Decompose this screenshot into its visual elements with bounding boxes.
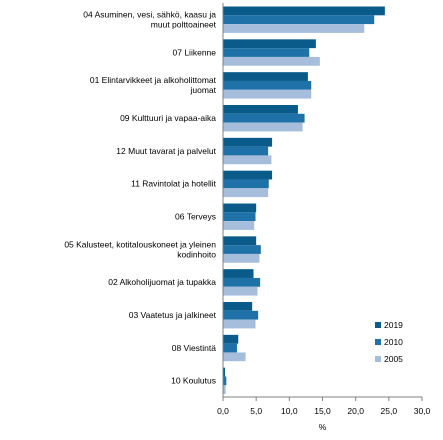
- bar-2019-12: [223, 367, 225, 377]
- bar-2010-9: [223, 277, 261, 287]
- bar-2019-7: [223, 203, 257, 213]
- bar-2019-3: [223, 72, 308, 81]
- bar-2019-10: [223, 302, 253, 311]
- bar-2010-10: [223, 310, 259, 320]
- bar-2005-12: [223, 385, 226, 395]
- legend-label-2019: 2019: [384, 320, 403, 330]
- bar-2010-3: [223, 80, 312, 90]
- bar-2005-4: [223, 122, 303, 132]
- category-label: 09 Kulttuuri ja vapaa-aika: [120, 113, 216, 123]
- bar-2019-6: [223, 170, 273, 180]
- bar-2005-6: [223, 188, 269, 198]
- category-label: 04 Asuminen, vesi, sähkö, kaasu ja muut p…: [83, 9, 216, 29]
- category-label: 07 Liikenne: [173, 47, 217, 57]
- category-label: 01 Elintarvikkeet ja alkoholittomat juoma…: [90, 75, 217, 95]
- category-label: 06 Terveys: [175, 211, 216, 221]
- bar-2005-11: [223, 352, 246, 362]
- category-label: 12 Muut tavarat ja palvelut: [116, 146, 216, 156]
- legend-label-2005: 2005: [384, 354, 403, 364]
- bar-2005-8: [223, 253, 260, 263]
- x-tick-label: 5,0: [250, 406, 262, 416]
- legend-label-2010: 2010: [384, 337, 403, 347]
- x-tick-label: 25,0: [381, 406, 398, 416]
- bar-2010-4: [223, 113, 305, 123]
- bar-2019-11: [223, 334, 239, 344]
- bars-layer: [223, 6, 385, 395]
- category-label: 10 Koulutus: [171, 376, 216, 386]
- x-axis: 0,0 5,0 10,0 15,0 20,0 25,0 30,0%: [217, 3, 431, 432]
- bar-2010-6: [223, 179, 269, 189]
- category-labels: 04 Asuminen, vesi, sähkö, kaasu ja muut p…: [64, 9, 216, 385]
- legend-swatch-2010: [375, 339, 381, 345]
- category-label: 08 Viestintä: [172, 343, 217, 353]
- bar-2010-5: [223, 146, 269, 156]
- bar-2005-5: [223, 155, 272, 165]
- bar-2019-9: [223, 269, 254, 278]
- bar-2010-12: [223, 376, 227, 386]
- bar-2010-7: [223, 212, 256, 222]
- bar-2010-1: [223, 15, 375, 25]
- bar-2019-5: [223, 137, 273, 147]
- bar-2010-8: [223, 245, 261, 254]
- legend-swatch-2019: [375, 322, 381, 328]
- bar-2005-3: [223, 89, 312, 99]
- x-tick-label: 30,0: [414, 406, 431, 416]
- category-label: 11 Ravintolat ja hotellit: [131, 179, 217, 189]
- x-axis-title: %: [319, 422, 327, 432]
- category-label: 05 Kalusteet, kotitalouskoneet ja yleine…: [64, 239, 216, 259]
- bar-2010-2: [223, 48, 310, 57]
- bar-2005-1: [223, 24, 365, 33]
- x-tick-label: 0,0: [217, 406, 229, 416]
- bar-2005-7: [223, 221, 255, 230]
- bar-2019-4: [223, 105, 298, 114]
- bar-2005-10: [223, 319, 256, 329]
- bar-2019-1: [223, 6, 385, 16]
- category-label: 02 Alkoholijuomat ja tupakka: [108, 277, 216, 287]
- legend: 2019 2010 2005: [375, 320, 403, 364]
- x-tick-label: 10,0: [281, 406, 298, 416]
- bar-2019-2: [223, 39, 316, 49]
- x-tick-label: 15,0: [314, 406, 331, 416]
- bar-2010-11: [223, 343, 237, 353]
- x-tick-label: 20,0: [347, 406, 364, 416]
- bar-2005-2: [223, 56, 320, 66]
- legend-swatch-2005: [375, 356, 381, 362]
- category-label: 03 Vaatetus ja jalkineet: [129, 310, 217, 320]
- bar-2005-9: [223, 286, 258, 296]
- bar-2019-8: [223, 236, 257, 246]
